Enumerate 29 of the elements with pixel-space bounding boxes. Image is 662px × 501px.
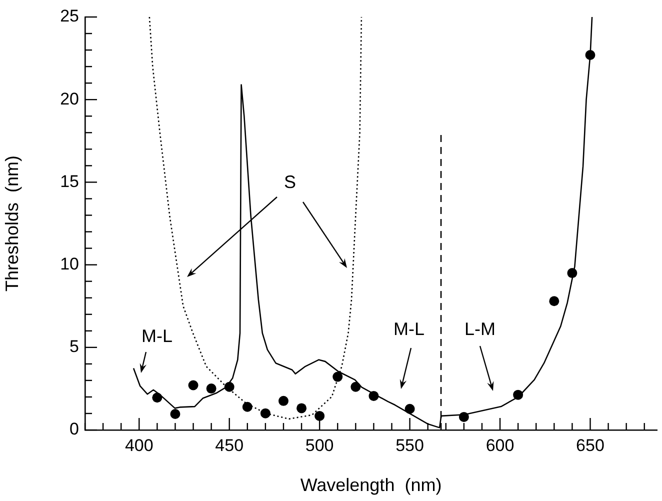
x-tick-label: 650 [576, 436, 604, 455]
point [260, 408, 270, 418]
x-tick-label: 450 [215, 436, 244, 455]
y-axis-title: Thresholds (nm) [2, 155, 22, 292]
point [170, 408, 180, 419]
point [350, 382, 361, 392]
x-tick-label: 600 [486, 436, 514, 455]
y-tick-label: 15 [60, 172, 79, 191]
y-tick-label: 0 [70, 420, 79, 439]
y-tick-label: 10 [60, 254, 79, 274]
annotation: S [284, 172, 296, 192]
point [206, 384, 216, 394]
y-tick-label: 20 [60, 89, 79, 108]
point [242, 402, 252, 412]
y-tick-label: 25 [60, 6, 79, 26]
annotation: M-L [394, 318, 424, 339]
point [332, 372, 343, 382]
point [314, 410, 325, 421]
point [188, 380, 198, 390]
point [296, 403, 307, 414]
x-tick-label: 550 [396, 436, 424, 455]
y-tick-label: 5 [70, 337, 79, 356]
annotation: M-L [142, 326, 172, 346]
point [549, 296, 560, 306]
x-tick-label: 500 [305, 436, 334, 455]
x-tick-label: 400 [124, 436, 154, 455]
x-axis-title: Wavelength (nm) [300, 475, 442, 496]
point [278, 396, 288, 406]
annotation: L-M [464, 318, 496, 339]
